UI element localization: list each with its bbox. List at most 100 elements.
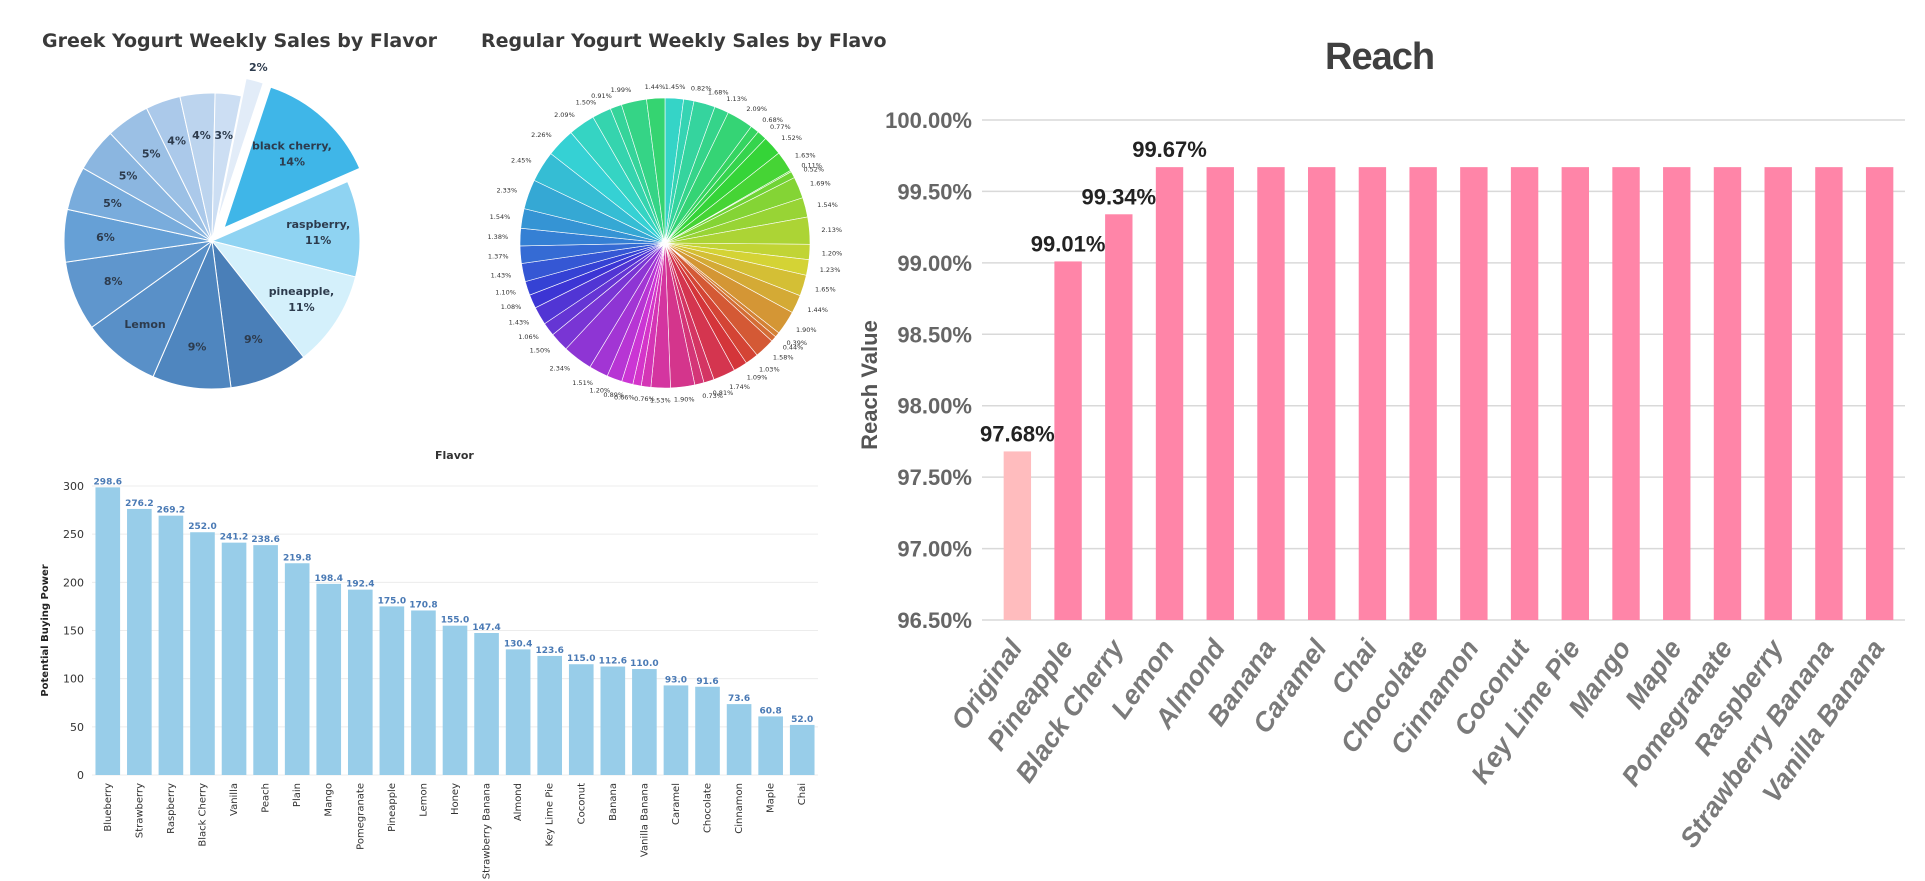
bpower-ytick-2: 100 — [63, 673, 84, 686]
regular-slice-label-4: 2.09% — [746, 105, 767, 113]
regular-slice-label-8: 1.63% — [795, 151, 816, 159]
bpower-ytick-5: 250 — [63, 528, 84, 541]
greek-slice-2 — [210, 240, 357, 358]
greek-pie-chart: black cherry, 14% raspberry, 11% pineapple, 1… — [63, 61, 361, 390]
bpower-bar-14 — [537, 655, 563, 775]
reach-ytick-1: 97.00% — [897, 537, 972, 562]
bpower-xtick-10: Lemon — [418, 783, 429, 817]
reach-bar-17 — [1865, 167, 1894, 620]
greek-slice-label-1: raspberry, — [286, 218, 350, 231]
greek-slice-label-2: pineapple, — [269, 285, 335, 298]
bpower-bar-1 — [127, 508, 152, 775]
regular-slice-label-39: 1.10% — [495, 289, 516, 297]
reach-value-label-3: 99.67% — [1132, 137, 1207, 162]
reach-ytick-3: 98.00% — [897, 394, 972, 419]
regular-slice-label-16: 1.65% — [815, 286, 836, 294]
greek-slice-value-3: 9% — [244, 333, 263, 346]
greek-slice-value-12: 4% — [192, 129, 211, 142]
regular-slice-label-45: 2.45% — [511, 157, 532, 165]
regular-slice-label-40: 1.43% — [491, 272, 512, 280]
bpower-value-label-3: 252.0 — [188, 522, 216, 532]
regular-slice-label-43: 1.54% — [490, 213, 511, 221]
bpower-bar-4 — [221, 542, 247, 775]
bpower-ytick-0: 0 — [77, 769, 84, 782]
bpower-xtick-21: Maple — [766, 783, 777, 813]
regular-slice-label-37: 1.43% — [509, 318, 530, 326]
bpower-bar-7 — [316, 583, 342, 775]
bpower-xtick-19: Chocolate — [703, 783, 714, 833]
bpower-xtick-0: Blueberry — [103, 783, 114, 832]
reach-ytick-6: 99.50% — [897, 179, 972, 204]
bpower-xtick-14: Key Lime Pie — [545, 783, 556, 846]
bpower-value-label-14: 123.6 — [535, 646, 563, 656]
regular-slice-label-50: 1.99% — [611, 86, 632, 94]
buying-power-bar-chart: 0 50 100 150 200 250 300 Potential Buying Power… — [40, 477, 818, 879]
greek-slice-value-6: 8% — [104, 275, 123, 288]
bpower-xtick-22: Chai — [797, 783, 808, 805]
greek-slice-value-7: 6% — [96, 231, 115, 244]
bpower-value-label-13: 130.4 — [504, 639, 532, 649]
bpower-bar-22 — [789, 724, 815, 775]
bpower-xtick-15: Coconut — [576, 783, 587, 824]
bpower-ytick-4: 200 — [63, 576, 84, 589]
bpower-bar-0 — [95, 487, 121, 775]
regular-slice-label-27: 1.90% — [674, 395, 695, 403]
bpower-bar-10 — [411, 610, 436, 775]
regular-slice-label-25: 0.81% — [713, 389, 734, 397]
reach-bar-4 — [1206, 167, 1234, 620]
bpower-value-label-5: 238.6 — [251, 535, 279, 545]
regular-slice-label-36: 1.06% — [518, 333, 539, 341]
regular-slice-label-13: 2.13% — [821, 226, 842, 234]
greek-slice-0 — [223, 86, 361, 229]
reach-bar-15 — [1764, 167, 1792, 620]
regular-slice-label-12: 1.54% — [817, 201, 838, 209]
greek-slice-value-1: 11% — [305, 234, 331, 247]
greek-slice-value-4: 9% — [188, 341, 207, 354]
reach-bar-5 — [1257, 167, 1285, 620]
bpower-bar-20 — [726, 704, 752, 775]
greek-slice-value-11: 4% — [167, 134, 186, 147]
greek-slice-label-0: black cherry, — [252, 139, 332, 152]
reach-bar-13 — [1663, 167, 1691, 620]
regular-slice-label-26: 0.73% — [702, 392, 723, 400]
regular-slice-label-47: 2.09% — [554, 111, 575, 119]
regular-slice-label-24: 1.74% — [729, 383, 750, 391]
reach-bar-16 — [1815, 167, 1843, 620]
bpower-value-label-7: 198.4 — [315, 574, 343, 584]
bpower-value-label-6: 219.8 — [283, 553, 311, 563]
bpower-bar-9 — [379, 606, 405, 775]
reach-ytick-0: 96.50% — [897, 608, 972, 633]
bpower-xtick-6: Plain — [292, 783, 303, 807]
regular-slice-label-7: 1.52% — [781, 134, 802, 142]
bpower-value-label-20: 73.6 — [728, 694, 750, 704]
bpower-value-label-18: 93.0 — [665, 675, 687, 685]
regular-slice-label-29: 0.76% — [634, 395, 655, 403]
greek-slice-1 — [210, 180, 361, 278]
regular-slice-label-22: 1.03% — [759, 365, 780, 373]
reach-bar-1 — [1054, 261, 1082, 620]
reach-title: Reach — [1325, 36, 1435, 78]
regular-slice-label-48: 1.50% — [576, 98, 597, 106]
regular-slice-label-11: 1.69% — [810, 179, 831, 187]
greek-slice-value-10: 5% — [142, 148, 161, 161]
bpower-value-label-19: 91.6 — [696, 677, 718, 687]
bpower-value-label-16: 112.6 — [599, 657, 627, 667]
bpower-bar-21 — [758, 716, 783, 775]
reach-bar-10 — [1510, 167, 1539, 620]
bpower-value-label-12: 147.4 — [472, 623, 500, 633]
bpower-value-label-15: 115.0 — [567, 654, 595, 664]
bpower-xtick-7: Mango — [324, 783, 335, 817]
bpower-bar-6 — [284, 563, 310, 775]
bpower-bar-11 — [442, 625, 468, 775]
greek-slice-value-2: 11% — [288, 301, 314, 314]
greek-slice-value-0: 14% — [279, 155, 305, 168]
reach-value-label-2: 99.34% — [1081, 184, 1156, 209]
regular-slice-label-14: 1.20% — [822, 249, 843, 257]
bpower-value-label-11: 155.0 — [441, 616, 469, 626]
regular-slice-label-34: 2.34% — [550, 365, 571, 373]
regular-slice-label-32: 1.20% — [590, 387, 611, 395]
regular-slice-label-42: 1.38% — [487, 233, 508, 241]
bpower-ytick-6: 300 — [63, 480, 84, 493]
regular-slice-label-28: 1.53% — [650, 396, 671, 404]
regular-slice-label-10: 0.52% — [803, 165, 824, 173]
